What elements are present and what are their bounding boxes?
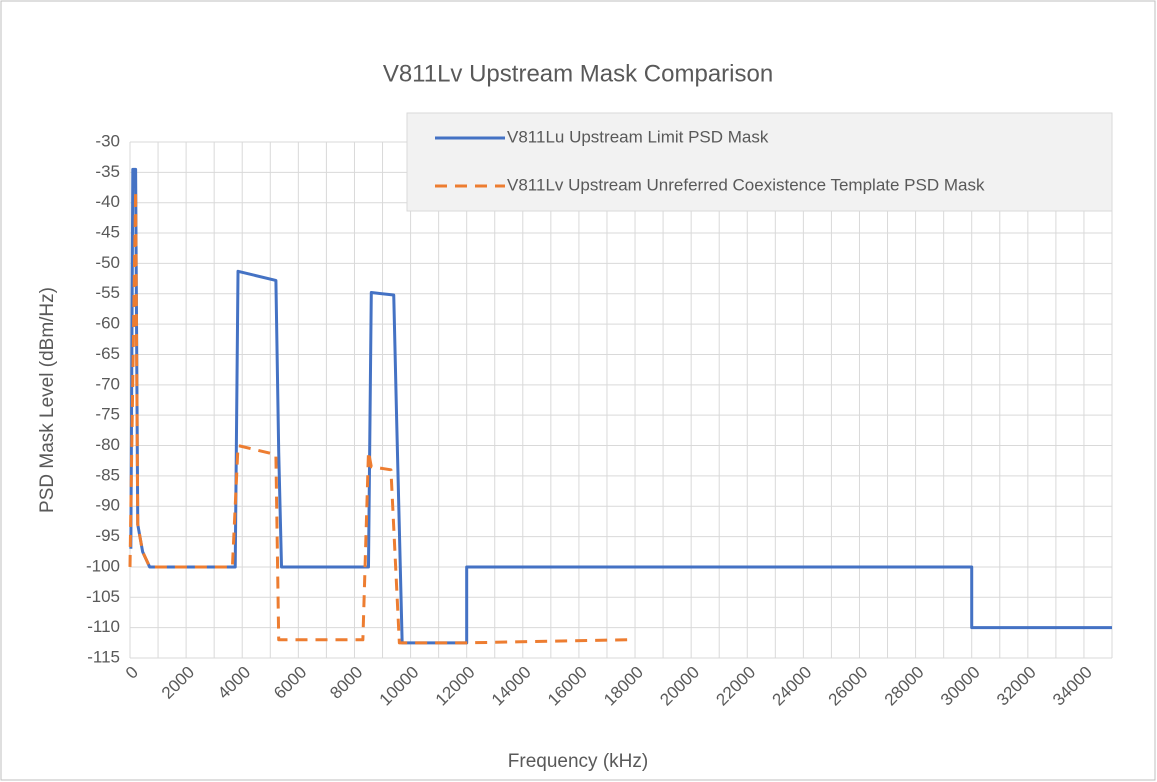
y-tick-label: -60 [95,314,120,333]
legend-box [406,112,1113,212]
y-tick-label: -115 [87,647,120,666]
y-tick-label: -50 [95,253,120,272]
legend-label: V811Lv Upstream Unreferred Coexistence T… [507,175,985,194]
y-tick-label: -55 [95,283,120,302]
x-axis-label: Frequency (kHz) [508,751,648,772]
y-axis-label: PSD Mask Level (dBm/Hz) [37,287,58,513]
y-tick-label: -105 [86,587,120,606]
chart-title: V811Lv Upstream Mask Comparison [383,60,773,87]
y-tick-label: -45 [95,223,120,242]
y-tick-label: -80 [95,435,120,454]
y-tick-label: -65 [95,344,120,363]
y-tick-label: -30 [95,131,120,150]
y-tick-label: -85 [95,465,120,484]
y-tick-label: -100 [86,556,120,575]
series-line [128,189,629,645]
y-tick-label: -70 [95,374,120,393]
y-tick-label: -90 [95,496,120,515]
y-tick-label: -95 [95,526,120,545]
y-tick-label: -35 [95,162,120,181]
series-line [129,167,1112,645]
y-tick-label: -40 [95,192,120,211]
y-tick-label: -110 [87,617,120,636]
y-tick-label: -75 [95,405,120,424]
legend-label: V811Lu Upstream Limit PSD Mask [507,127,769,146]
